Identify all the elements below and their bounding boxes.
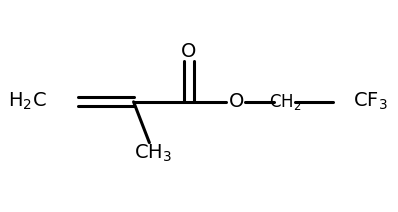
Text: O: O — [228, 92, 244, 111]
Text: $\mathsf{CH_2}$: $\mathsf{CH_2}$ — [269, 92, 302, 112]
Text: $\mathsf{CF_3}$: $\mathsf{CF_3}$ — [353, 91, 387, 112]
Text: $\mathsf{CH_3}$: $\mathsf{CH_3}$ — [134, 142, 172, 164]
Text: O: O — [181, 42, 197, 61]
Text: $\mathsf{H_2C}$: $\mathsf{H_2C}$ — [8, 91, 46, 112]
